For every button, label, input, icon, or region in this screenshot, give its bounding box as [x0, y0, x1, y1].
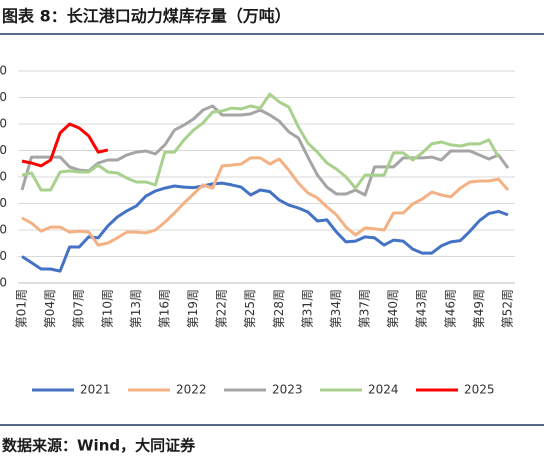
y-tick-label: 0: [0, 276, 7, 290]
y-tick-label: 800: [0, 64, 7, 78]
x-tick-label: 第07周: [72, 289, 86, 328]
legend-label: 2023: [272, 383, 303, 397]
series-line: [21, 156, 510, 247]
x-tick-label: 第19周: [186, 289, 200, 328]
y-tick-label: 700: [0, 90, 7, 104]
x-tick-label: 第40周: [386, 289, 400, 328]
y-tick-label: 100: [0, 249, 7, 263]
x-tick-label: 第52周: [501, 289, 515, 328]
y-tick-label: 300: [0, 196, 7, 210]
x-tick-label: 第49周: [472, 289, 486, 328]
x-tick-label: 第16周: [157, 289, 171, 328]
series-line: [21, 181, 509, 273]
legend-label: 2022: [176, 383, 207, 397]
x-tick-label: 第43周: [415, 289, 429, 328]
legend-label: 2021: [80, 383, 111, 397]
x-tick-label: 第13周: [129, 289, 143, 328]
series-line: [21, 122, 109, 168]
chart-title: 图表 8：长江港口动力煤库存量（万吨）: [2, 7, 291, 26]
y-tick-label: 200: [0, 223, 7, 237]
series-line: [20, 104, 510, 197]
x-tick-label: 第01周: [15, 289, 29, 328]
y-tick-label: 400: [0, 170, 7, 184]
x-tick-label: 第34周: [329, 289, 343, 328]
x-tick-label: 第28周: [272, 289, 286, 328]
x-tick-label: 第10周: [100, 289, 114, 328]
legend-label: 2024: [368, 383, 399, 397]
y-tick-label: 500: [0, 143, 7, 157]
legend-label: 2025: [464, 383, 495, 397]
x-tick-label: 第25周: [243, 289, 257, 328]
x-tick-label: 第22周: [215, 289, 229, 328]
series-line: [21, 92, 500, 192]
x-tick-label: 第31周: [300, 289, 314, 328]
y-tick-label: 600: [0, 117, 7, 131]
x-tick-label: 第04周: [43, 289, 57, 328]
x-tick-label: 第37周: [358, 289, 372, 328]
x-tick-label: 第46周: [443, 289, 457, 328]
source: 数据来源：Wind，大同证券: [2, 437, 196, 455]
